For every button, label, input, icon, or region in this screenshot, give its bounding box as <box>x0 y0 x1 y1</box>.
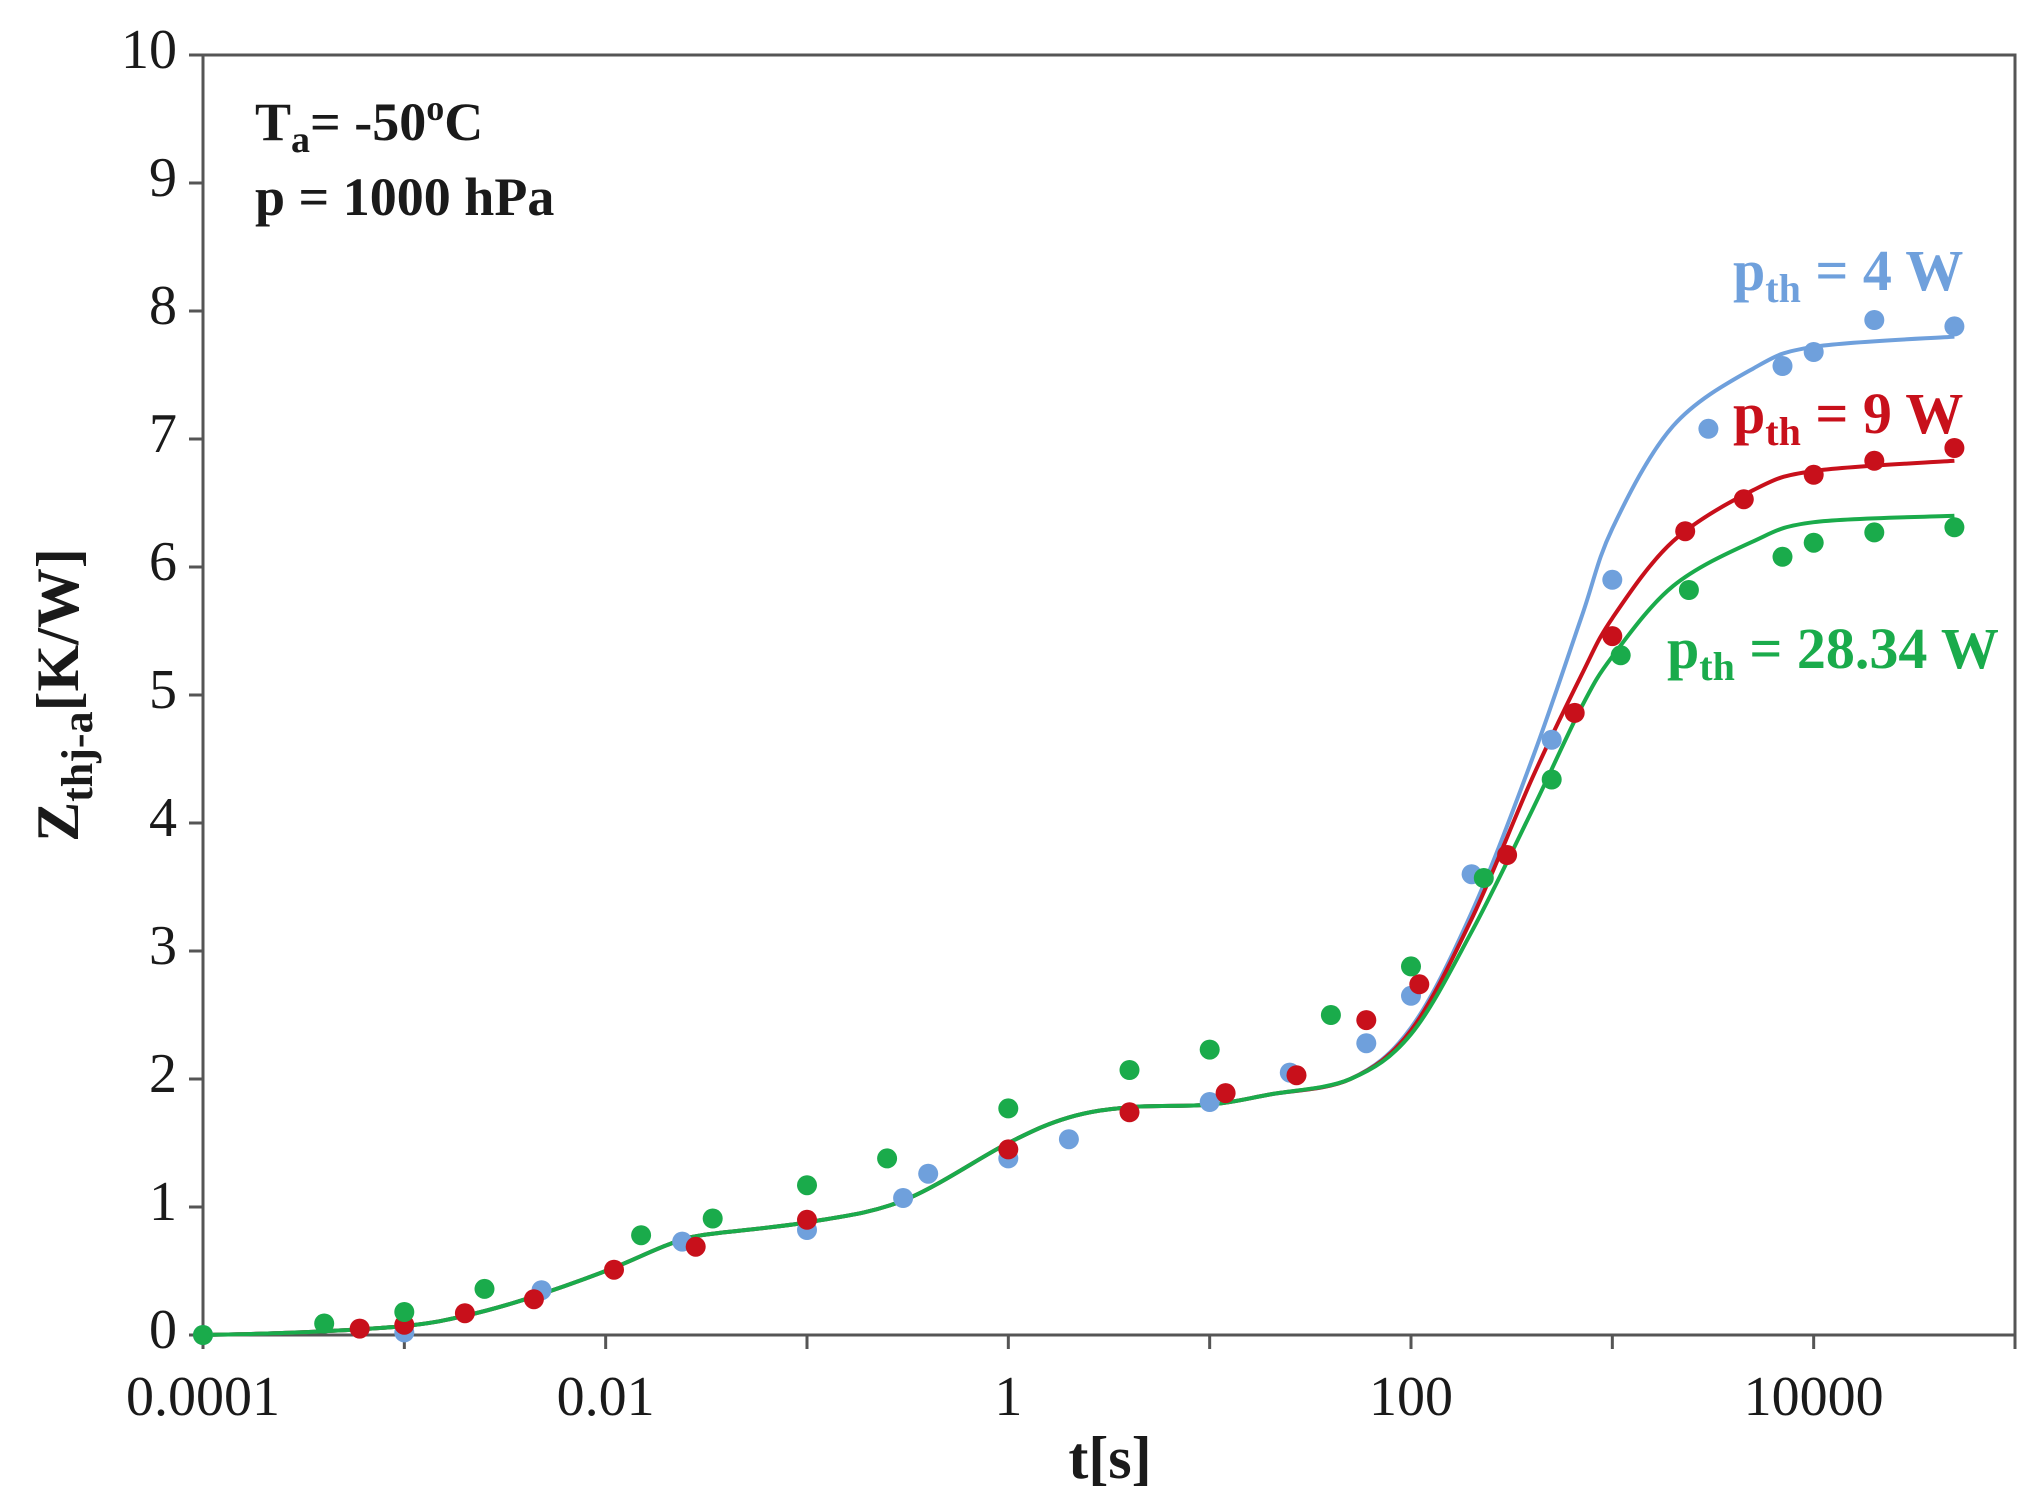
y-tick-label: 6 <box>149 531 177 593</box>
data-point-series-1 <box>998 1139 1019 1160</box>
data-point-series-2 <box>1199 1039 1220 1060</box>
data-point-series-0 <box>918 1163 939 1184</box>
data-point-series-1 <box>685 1236 706 1257</box>
data-point-series-1 <box>1733 489 1754 510</box>
data-point-series-0 <box>1602 569 1623 590</box>
data-point-series-0 <box>1058 1129 1079 1150</box>
series-label-9w: pth = 9 W <box>1733 381 1963 454</box>
x-axis-ticks: 0.0001 0.01 1 100 10000 <box>126 1335 2017 1428</box>
y-axis-title: Zthj-a[K/W] <box>25 548 102 842</box>
y-tick-label: 0 <box>149 1299 177 1361</box>
y-tick-label: 9 <box>149 147 177 209</box>
data-point-series-2 <box>474 1278 495 1299</box>
data-point-series-1 <box>1119 1102 1140 1123</box>
data-point-series-1 <box>1409 974 1430 995</box>
data-point-series-2 <box>1944 517 1965 538</box>
data-point-series-2 <box>998 1098 1019 1119</box>
data-point-series-1 <box>1675 521 1696 542</box>
data-point-series-2 <box>631 1225 652 1246</box>
y-axis-ticks: 0 1 2 3 4 5 6 7 8 9 10 <box>121 19 203 1361</box>
data-point-series-1 <box>1286 1065 1307 1086</box>
data-point-series-2 <box>702 1208 723 1229</box>
data-point-series-2 <box>1803 532 1824 553</box>
data-point-series-1 <box>1356 1010 1377 1031</box>
data-point-series-2 <box>1119 1060 1140 1080</box>
y-tick-label: 8 <box>149 275 177 337</box>
y-tick-label: 1 <box>149 1171 177 1233</box>
data-point-series-2 <box>394 1302 415 1322</box>
data-point-series-2 <box>797 1175 817 1196</box>
y-tick-label: 7 <box>149 403 177 465</box>
data-point-series-2 <box>1320 1005 1341 1025</box>
y-tick-label: 2 <box>149 1043 177 1105</box>
y-tick-label: 5 <box>149 659 177 721</box>
y-tick-label: 3 <box>149 915 177 977</box>
x-tick-label: 100 <box>1369 1366 1453 1428</box>
data-point-series-0 <box>1698 418 1719 439</box>
data-point-series-2 <box>1864 522 1885 543</box>
pressure-annotation: p = 1000 hPa <box>255 167 554 227</box>
data-point-series-0 <box>1803 342 1824 362</box>
data-point-series-1 <box>604 1259 624 1280</box>
data-points <box>193 310 1965 1345</box>
data-point-series-2 <box>1401 956 1421 977</box>
data-point-series-0 <box>1944 316 1965 337</box>
data-point-series-0 <box>893 1188 914 1208</box>
data-point-series-1 <box>1803 464 1824 485</box>
x-tick-label: 10000 <box>1744 1366 1884 1428</box>
temperature-annotation: Ta= -50oC <box>255 88 483 161</box>
x-tick-label: 1 <box>994 1366 1022 1428</box>
data-point-series-1 <box>797 1209 817 1230</box>
y-tick-label: 4 <box>149 787 177 849</box>
data-point-series-1 <box>1215 1083 1236 1104</box>
data-point-series-0 <box>1199 1092 1220 1112</box>
data-point-series-2 <box>193 1325 213 1345</box>
x-tick-label: 0.01 <box>557 1366 655 1428</box>
data-point-series-1 <box>523 1289 544 1310</box>
data-point-series-2 <box>1473 868 1494 888</box>
data-point-series-1 <box>1497 845 1518 865</box>
data-point-series-2 <box>1678 580 1699 600</box>
series-label-4w: pth = 4 W <box>1733 238 1963 311</box>
x-axis-title: t[s] <box>1068 1425 1151 1491</box>
data-point-series-1 <box>1944 438 1965 458</box>
data-point-series-1 <box>454 1303 475 1324</box>
data-point-series-0 <box>1541 729 1562 750</box>
data-point-series-2 <box>1610 645 1631 666</box>
x-tick-label: 0.0001 <box>126 1366 280 1428</box>
fit-lines <box>202 334 1955 1337</box>
y-tick-label: 10 <box>121 19 177 81</box>
data-point-series-1 <box>349 1318 370 1339</box>
data-point-series-2 <box>1772 546 1793 567</box>
data-point-series-2 <box>1541 769 1562 790</box>
data-point-series-0 <box>1772 356 1793 376</box>
data-point-series-1 <box>1602 626 1623 647</box>
data-point-series-0 <box>1864 310 1885 330</box>
data-point-series-2 <box>314 1313 335 1334</box>
data-point-series-1 <box>1864 450 1885 471</box>
data-point-series-1 <box>1564 702 1585 723</box>
series-label-28w: pth = 28.34 W <box>1667 616 1999 689</box>
data-point-series-0 <box>1356 1033 1377 1054</box>
fit-line-series-0 <box>202 334 1955 1337</box>
data-point-series-2 <box>877 1148 898 1169</box>
